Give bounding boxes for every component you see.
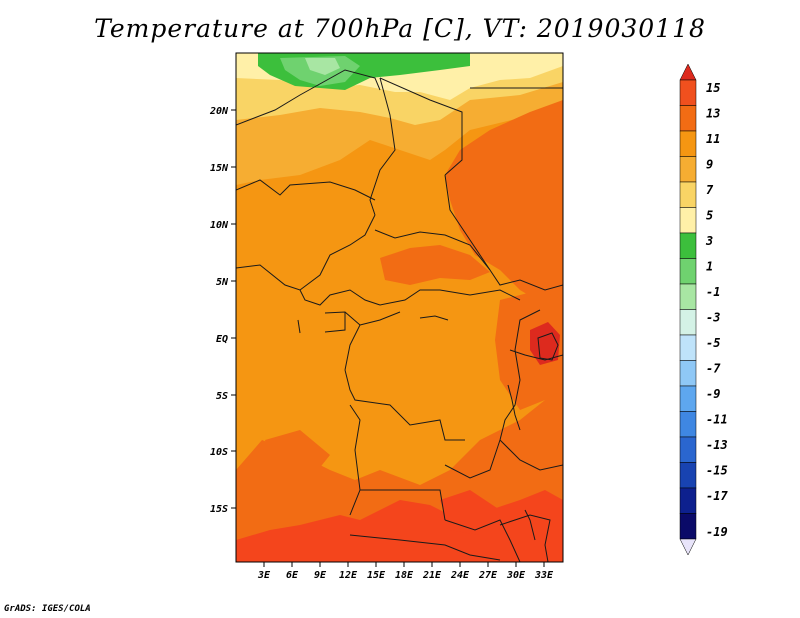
field-warm-lakes: [495, 290, 563, 410]
lon-label: 24E: [450, 570, 470, 581]
lat-label: 10N: [210, 220, 229, 231]
border-line: [360, 489, 446, 521]
colorbar-swatch: [679, 436, 697, 463]
colorbar-label: -15: [706, 464, 728, 478]
colorbar-label: 9: [706, 158, 713, 172]
map-frame: [235, 52, 564, 563]
border-line: [324, 312, 346, 333]
colorbar-swatch: [679, 513, 697, 540]
border-line: [369, 77, 396, 216]
coastline: [297, 319, 301, 334]
field-warm-central: [380, 245, 490, 285]
colorbar-label: 5: [706, 209, 713, 223]
border-line: [379, 77, 463, 176]
colorbar-swatch: [679, 283, 697, 310]
colorbar-swatch: [679, 156, 697, 183]
field-palegreen-region: [305, 58, 340, 75]
field-warm-east: [445, 100, 563, 305]
lat-label: EQ: [216, 334, 228, 345]
border-line: [444, 309, 541, 479]
border-line: [374, 229, 491, 271]
lat-label: 10S: [210, 447, 228, 458]
colorbar-label: -19: [706, 525, 728, 539]
lon-label: 3E: [257, 570, 271, 581]
country-borders: [236, 69, 563, 562]
colorbar-label: -5: [706, 336, 720, 350]
lat-label: 5S: [216, 391, 228, 402]
colorbar-swatch: [679, 385, 697, 412]
lon-label: 30E: [506, 570, 526, 581]
colorbar-swatch: [679, 207, 697, 234]
colorbar-swatch: [679, 462, 697, 489]
colorbar-label: -9: [706, 387, 720, 401]
colorbar-swatch: [679, 105, 697, 132]
border-line: [236, 179, 376, 201]
colorbar-swatch: [679, 309, 697, 336]
latitude-axis: 20N 15N 10N 5N EQ 5S 10S 15S: [209, 106, 236, 515]
coastline: [419, 315, 449, 321]
colorbar-label: 13: [706, 107, 720, 121]
lon-label: 27E: [478, 570, 498, 581]
border-line: [344, 369, 465, 441]
colorbar-label: 3: [705, 234, 713, 248]
colorbar-label: 1: [706, 260, 713, 274]
colorbar-label: 11: [706, 132, 720, 146]
colorbar-label: 7: [706, 183, 714, 197]
lon-label: 33E: [534, 570, 554, 581]
border-line: [499, 514, 551, 562]
border-line: [349, 404, 361, 516]
colorbar: 15 13 11 9 7 5 3 1 -1 -3 -5 -7 -9 -11 -1…: [679, 63, 728, 556]
border-line: [349, 534, 501, 561]
field-hot-south: [236, 490, 563, 562]
colorbar-label: -11: [706, 413, 728, 427]
colorbar-label: 15: [706, 81, 720, 95]
border-line: [379, 289, 521, 306]
border-line: [299, 289, 381, 306]
lat-label: 15N: [210, 163, 229, 174]
border-line: [499, 439, 563, 471]
lon-label: 9E: [314, 570, 327, 581]
colorbar-swatch: [679, 130, 697, 157]
map-title: Temperature at 700hPa [C], VT: 201903011…: [94, 14, 706, 43]
longitude-axis: 3E 6E 9E 12E 15E 18E 21E 24E 27E 30E 33E: [257, 562, 554, 581]
lake-malawi: [524, 509, 536, 541]
lon-label: 12E: [339, 570, 358, 581]
colorbar-swatch: [679, 258, 697, 285]
border-line: [359, 311, 401, 326]
field-warm-spot-west: [265, 430, 330, 480]
lon-label: 21E: [422, 570, 442, 581]
colorbar-swatch: [679, 181, 697, 208]
grads-credit: GrADS: IGES/COLA: [4, 604, 91, 614]
border-line: [236, 69, 381, 126]
lat-label: 15S: [210, 504, 228, 515]
colorbar-swatch: [679, 79, 697, 106]
colorbar-label: -13: [706, 438, 728, 452]
border-line: [509, 349, 563, 361]
border-line: [444, 174, 563, 291]
lon-label: 6E: [286, 570, 299, 581]
colorbar-swatch: [679, 232, 697, 259]
border-line: [444, 519, 521, 562]
colorbar-label: -3: [706, 311, 720, 325]
colorbar-label: -1: [706, 285, 720, 299]
colorbar-top-triangle: [679, 63, 697, 81]
lake-victoria: [537, 332, 559, 361]
colorbar-label: -7: [706, 362, 721, 376]
colorbar-label: -17: [706, 489, 728, 503]
lat-label: 20N: [209, 106, 229, 117]
colorbar-swatch: [679, 411, 697, 438]
colorbar-swatch: [679, 334, 697, 361]
lon-label: 15E: [367, 570, 386, 581]
lon-label: 18E: [395, 570, 414, 581]
border-line: [236, 214, 376, 291]
colorbar-bottom-triangle: [679, 538, 697, 556]
colorbar-swatch: [679, 360, 697, 387]
lake-tanganyika: [507, 384, 521, 431]
lat-label: 5N: [216, 277, 229, 288]
colorbar-swatch: [679, 487, 697, 514]
field-hot-lake-victoria: [530, 322, 560, 365]
temperature-field: [236, 53, 563, 562]
